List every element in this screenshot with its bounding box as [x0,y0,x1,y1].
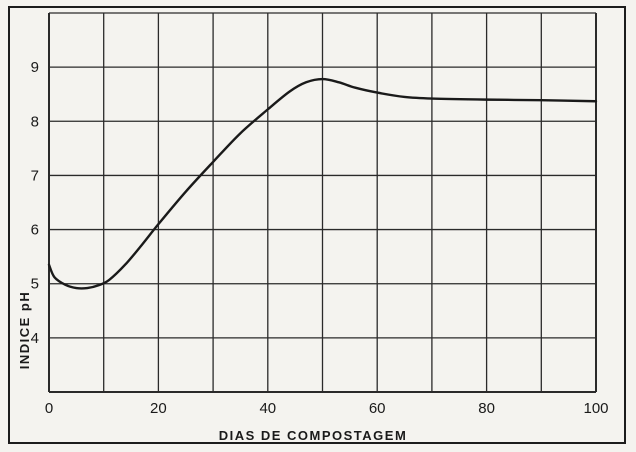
y-axis-label: INDICE pH [17,291,32,370]
y-tick-label: 9 [31,59,39,76]
x-tick-labels: 0 20 40 60 80 100 [45,400,609,417]
ph-line [47,77,598,290]
series-group [47,77,598,290]
grid [48,12,597,393]
y-tick-labels: 4 5 6 7 8 9 [31,59,39,347]
x-tick-label: 40 [259,400,276,417]
x-tick-label: 0 [45,400,53,417]
x-tick-label: 60 [369,400,386,417]
y-tick-label: 8 [31,113,39,130]
y-tick-label: 7 [31,167,39,184]
y-tick-label: 4 [31,330,39,347]
y-tick-label: 6 [31,222,39,239]
y-tick-label: 5 [31,276,39,293]
x-axis-label: DIAS DE COMPOSTAGEM [219,428,408,442]
x-tick-label: 100 [583,400,608,417]
x-tick-label: 20 [150,400,167,417]
x-tick-label: 80 [478,400,495,417]
